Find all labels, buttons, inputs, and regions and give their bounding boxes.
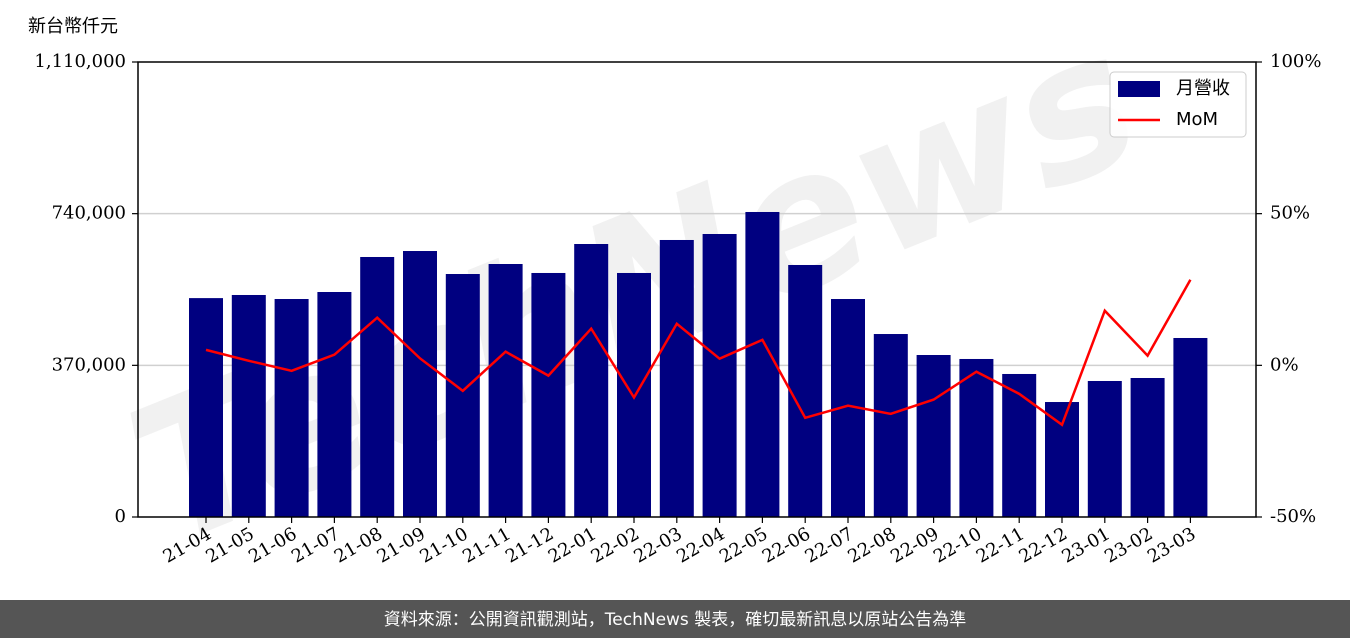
bar <box>531 272 566 517</box>
bar <box>1045 402 1079 517</box>
x-tick-label: 22-01 <box>545 523 600 567</box>
bar <box>873 334 908 517</box>
x-tick-label: 23-01 <box>1058 523 1113 567</box>
x-tick-label: 23-03 <box>1144 523 1199 567</box>
x-tick-label: 21-08 <box>331 523 386 567</box>
bar <box>574 244 609 517</box>
y2-tick-label: 100% <box>1270 51 1321 72</box>
x-tick-label: 22-02 <box>588 523 643 567</box>
plot-frame <box>137 61 1257 518</box>
bar <box>1087 380 1122 517</box>
x-tick-label: 22-07 <box>802 523 857 567</box>
bar <box>1002 373 1037 517</box>
x-tick-label: 22-11 <box>973 523 1028 567</box>
x-tick-label: 22-04 <box>673 523 728 567</box>
x-tick-label: 21-10 <box>416 523 471 567</box>
y-tick-label: 0 <box>115 506 126 527</box>
bar <box>916 355 951 517</box>
x-tick-label: 21-12 <box>502 523 557 567</box>
bar <box>788 264 823 517</box>
x-tick-label: 22-03 <box>630 523 685 567</box>
y-tick-label: 740,000 <box>52 203 126 224</box>
bar <box>189 298 223 517</box>
y2-tick-label: -50% <box>1270 506 1316 527</box>
x-tick-label: 22-05 <box>716 523 771 567</box>
x-tick-label: 22-09 <box>887 523 942 567</box>
bar <box>1173 337 1208 517</box>
bar <box>231 294 266 517</box>
y-axis-label: 新台幣仟元 <box>28 16 118 37</box>
x-tick-label: 22-12 <box>1016 523 1071 567</box>
x-tick-label: 22-10 <box>930 523 985 567</box>
bar <box>745 211 780 518</box>
bar <box>488 264 523 517</box>
y-tick-label: 370,000 <box>52 354 126 375</box>
y2-tick-label: 0% <box>1270 354 1299 375</box>
x-tick-label: 22-06 <box>759 523 814 567</box>
x-tick-label: 21-11 <box>459 523 514 567</box>
legend-label: MoM <box>1176 109 1218 130</box>
legend-label: 月營收 <box>1176 78 1230 99</box>
footer-text: 資料來源：公開資訊觀測站，TechNews 製表，確切最新訊息以原站公告為準 <box>384 610 966 630</box>
bar <box>360 256 395 517</box>
bar <box>445 274 480 517</box>
bar <box>1130 377 1165 517</box>
y2-tick-label: 50% <box>1270 203 1310 224</box>
y-tick-label: 1,110,000 <box>34 51 126 72</box>
line <box>205 279 1192 427</box>
footer-bar <box>0 600 1350 638</box>
bar <box>403 251 437 517</box>
bar <box>274 299 309 517</box>
bar <box>317 292 352 517</box>
legend-swatch <box>1118 81 1160 97</box>
bar <box>659 239 694 517</box>
x-tick-label: 23-02 <box>1101 523 1156 567</box>
x-tick-label: 21-09 <box>374 523 429 567</box>
bar <box>959 358 994 517</box>
bar <box>617 272 651 517</box>
bar <box>702 233 737 517</box>
x-tick-label: 22-08 <box>844 523 899 567</box>
